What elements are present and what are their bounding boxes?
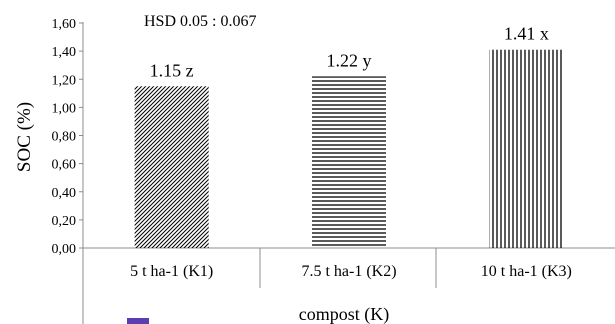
category-label: 5 t ha-1 (K1) (130, 263, 213, 280)
y-tick-label: 0,40 (52, 186, 77, 201)
y-tick-label: 0,00 (52, 242, 77, 257)
bar (134, 86, 209, 248)
bar (489, 49, 564, 248)
y-tick-label: 1,00 (52, 101, 77, 116)
bars (134, 49, 564, 248)
y-tick-label: 1,60 (52, 17, 77, 32)
hsd-annotation: HSD 0.05 : 0.067 (144, 13, 256, 30)
category-label: 10 t ha-1 (K3) (481, 263, 572, 280)
data-label: 1.41 x (504, 24, 549, 44)
category-label: 7.5 t ha-1 (K2) (301, 263, 396, 280)
y-axis-title: SOC (%) (14, 102, 35, 172)
x-axis-title: compost (K) (299, 304, 389, 324)
y-tick-label: 0,80 (52, 130, 77, 145)
data-label: 1.22 y (327, 50, 372, 70)
y-tick-label: 0,20 (52, 214, 77, 229)
y-tick-label: 0,60 (52, 158, 77, 173)
y-tick-label: 1,20 (52, 73, 77, 88)
bar (312, 76, 386, 248)
category-labels: 5 t ha-1 (K1) 7.5 t ha-1 (K2) 10 t ha-1 (K… (130, 263, 572, 280)
y-ticks: 0,00 0,20 0,40 0,60 0,80 1,00 1,20 1,40 1,60 (52, 17, 83, 257)
data-label: 1.15 z (150, 60, 194, 80)
data-labels: 1.15 z 1.22 y 1.41 x (150, 24, 549, 81)
y-tick-label: 1,40 (52, 45, 77, 60)
purple-square-icon (127, 318, 149, 324)
